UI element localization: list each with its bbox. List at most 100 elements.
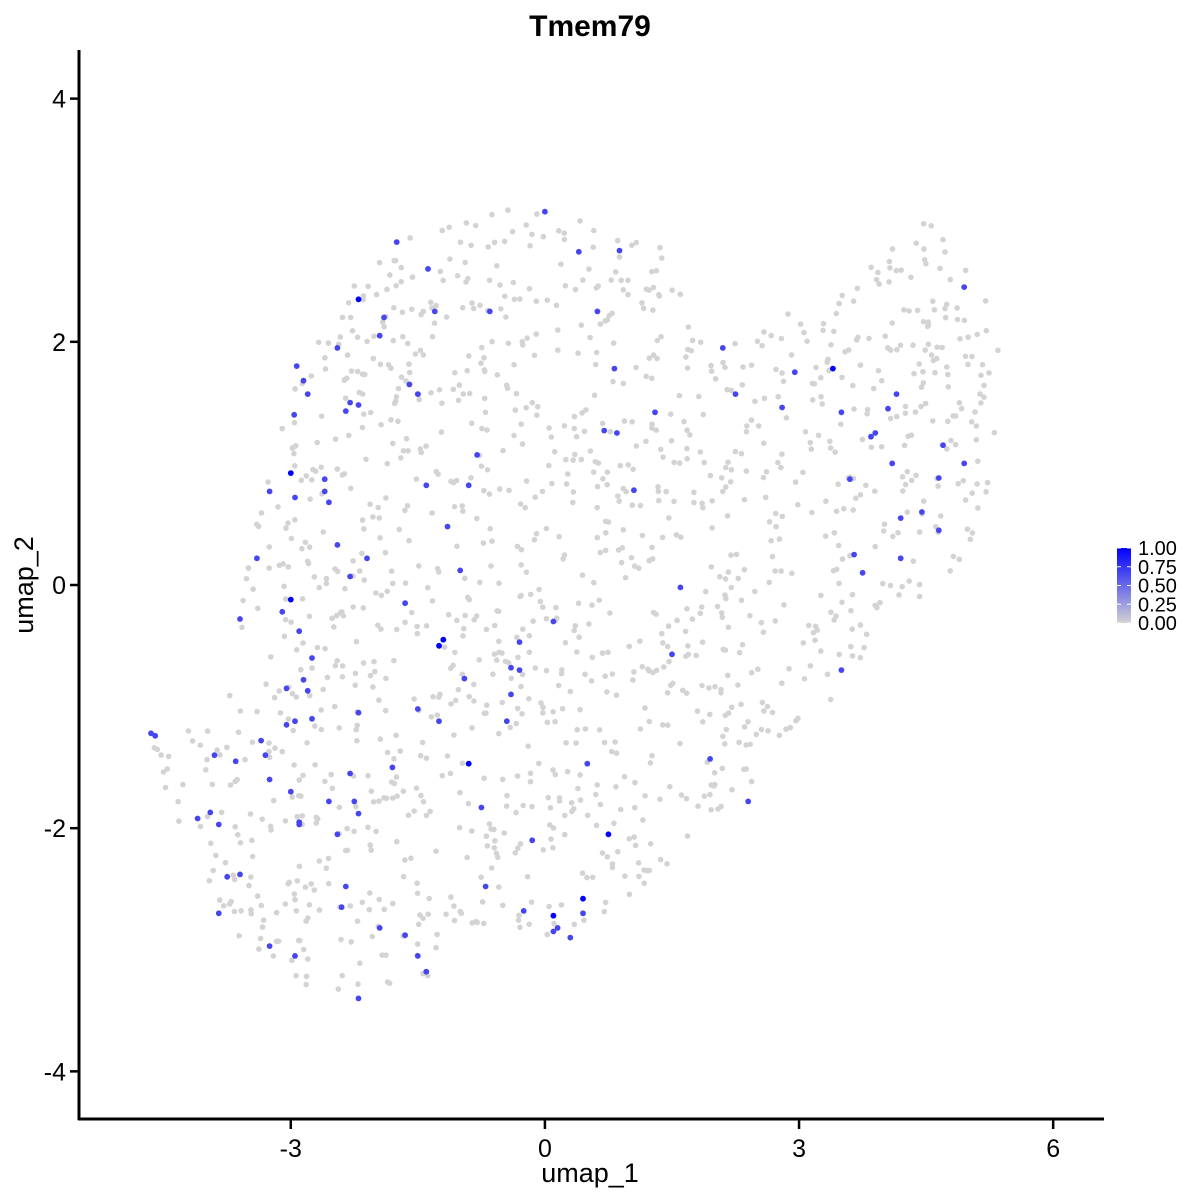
cell-point (587, 334, 593, 341)
cell-point (429, 510, 435, 516)
cell-point (489, 338, 495, 345)
cell-point (513, 390, 520, 397)
cell-point (376, 798, 382, 804)
cell-point (671, 498, 677, 505)
expressed-cell-point (580, 895, 586, 902)
cell-point (818, 592, 824, 599)
expressed-cell-point (838, 409, 845, 416)
cell-point (945, 418, 951, 425)
expressed-cell-point (287, 596, 294, 603)
cell-point (948, 437, 954, 444)
cell-point (496, 638, 502, 645)
cell-point (266, 565, 272, 571)
cell-point (942, 314, 949, 321)
cell-point (779, 451, 785, 458)
expressed-cell-point (266, 488, 273, 495)
cell-point (197, 742, 204, 748)
cell-point (518, 421, 524, 428)
cell-point (231, 876, 238, 883)
cell-point (714, 603, 721, 610)
cell-point (376, 697, 382, 703)
cell-point (708, 564, 715, 570)
cell-point (991, 429, 998, 436)
cell-point (625, 291, 631, 298)
cell-point (447, 256, 453, 262)
cell-point (582, 726, 589, 732)
cell-point (684, 606, 690, 612)
cell-point (429, 598, 436, 604)
cell-point (423, 623, 430, 629)
cell-point (591, 227, 597, 234)
cell-point (709, 525, 715, 531)
cell-point (599, 420, 606, 427)
cell-point (835, 481, 841, 488)
cell-point (420, 798, 427, 805)
cell-point (995, 347, 1001, 354)
cell-point (664, 690, 671, 696)
cell-point (459, 671, 466, 678)
cell-point (972, 409, 978, 415)
cell-point (175, 798, 181, 805)
cell-point (293, 694, 300, 700)
cell-point (584, 812, 591, 819)
cell-point (282, 818, 289, 824)
cell-point (413, 476, 420, 482)
cell-point (406, 361, 412, 368)
cell-point (323, 580, 330, 587)
cell-point (685, 324, 692, 330)
cell-point (625, 462, 632, 468)
cell-point (656, 497, 662, 504)
cell-point (352, 670, 359, 677)
cell-point (283, 525, 289, 531)
cell-point (526, 632, 533, 639)
cell-point (732, 448, 739, 455)
cell-point (631, 834, 637, 840)
y-axis-ticks: -4 -2 0 2 4 (44, 86, 79, 1086)
cell-point (979, 361, 986, 368)
cell-point (409, 306, 415, 313)
cell-point (477, 302, 483, 309)
cell-point (810, 629, 817, 636)
cell-point (514, 705, 521, 712)
expressed-cell-point (616, 247, 623, 254)
cell-point (501, 830, 508, 836)
cell-point (165, 753, 172, 760)
cell-point (659, 722, 666, 728)
cell-point (323, 865, 330, 871)
cell-point (451, 917, 458, 924)
cell-point (637, 638, 643, 644)
cell-point (887, 265, 893, 271)
cell-point (828, 609, 834, 616)
expressed-cell-point (677, 584, 684, 591)
cell-point (384, 286, 390, 293)
cell-point (683, 354, 689, 360)
y-tick-label: -4 (44, 1058, 66, 1086)
cell-point (428, 714, 435, 720)
cell-point (849, 626, 855, 632)
cell-point (556, 533, 562, 540)
cell-point (577, 706, 583, 713)
y-tick-label: 0 (52, 572, 66, 600)
cell-point (725, 569, 732, 575)
cell-point (375, 622, 381, 629)
cell-point (469, 828, 475, 834)
cell-point (304, 740, 310, 746)
cell-point (839, 292, 845, 299)
cell-point (792, 479, 799, 485)
cell-point (772, 568, 778, 574)
cell-point (266, 544, 273, 550)
cell-point (383, 795, 390, 802)
cell-point (526, 649, 533, 656)
cell-point (514, 773, 521, 779)
cell-point (570, 489, 577, 495)
cell-point (351, 283, 358, 289)
expressed-points (148, 208, 968, 1002)
cell-point (739, 641, 746, 648)
cell-point (527, 778, 534, 785)
cell-point (393, 394, 400, 400)
cell-point (428, 390, 434, 396)
cell-point (383, 675, 389, 682)
cell-point (390, 440, 396, 447)
expressed-cell-point (237, 871, 243, 878)
cell-point (377, 361, 384, 368)
